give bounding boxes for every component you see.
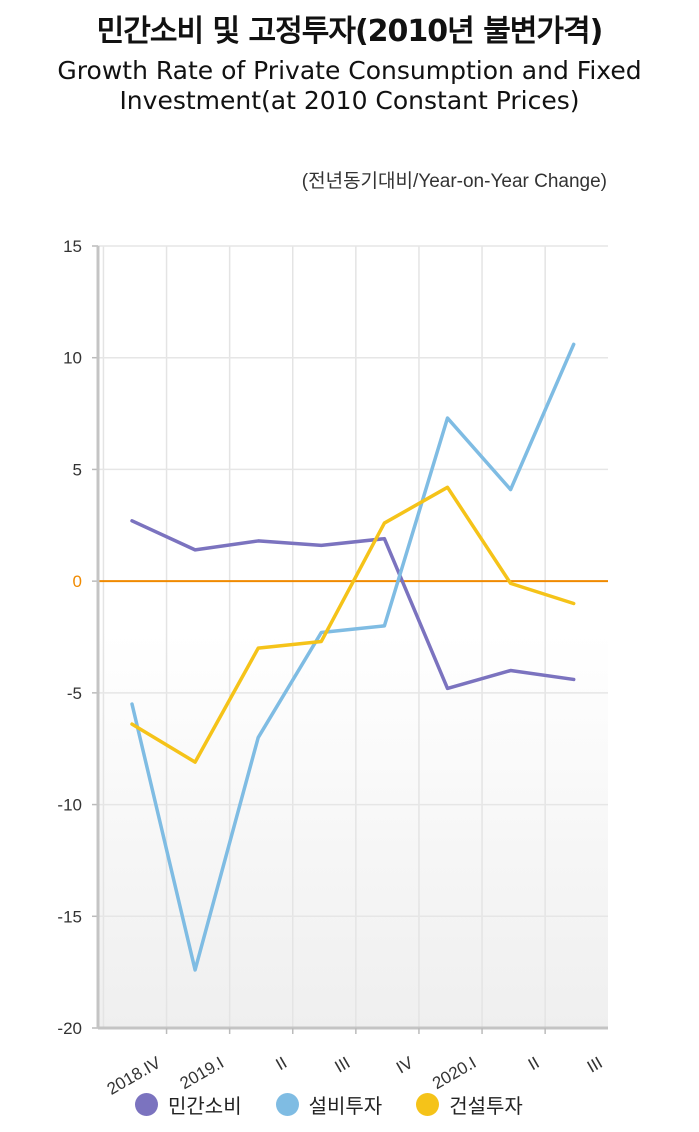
legend-item: 설비투자 bbox=[275, 1090, 383, 1119]
x-tick-label: II bbox=[525, 1053, 543, 1074]
series-line-건설투자 bbox=[130, 485, 576, 764]
y-tick-label: -10 bbox=[57, 796, 82, 815]
plot-background bbox=[98, 632, 608, 1028]
x-tick-label: III bbox=[584, 1053, 606, 1077]
legend-item: 건설투자 bbox=[416, 1090, 523, 1119]
chart-legend: 민간소비 설비투자 건설투자 bbox=[135, 1090, 557, 1119]
series-line-민간소비 bbox=[130, 519, 576, 691]
y-tick-label: -15 bbox=[57, 907, 82, 926]
y-tick-label: 10 bbox=[63, 349, 82, 368]
y-tick-label: 15 bbox=[63, 237, 82, 256]
series-lines bbox=[130, 342, 576, 972]
legend-label: 건설투자 bbox=[449, 1094, 523, 1118]
grid-lines bbox=[98, 245, 608, 1028]
x-tick-label: 2019.I bbox=[177, 1053, 227, 1093]
legend-item: 민간소비 bbox=[135, 1090, 242, 1119]
y-tick-label: 0 bbox=[73, 572, 82, 591]
x-tick-label: IV bbox=[393, 1053, 417, 1078]
legend-dot-icon bbox=[416, 1093, 440, 1116]
legend-label: 민간소비 bbox=[168, 1094, 242, 1118]
y-tick-label: -20 bbox=[57, 1019, 82, 1038]
legend-dot-icon bbox=[275, 1093, 299, 1116]
plot-shade bbox=[98, 632, 608, 1028]
x-tick-label: III bbox=[332, 1053, 354, 1077]
x-tick-label: 2020.I bbox=[429, 1053, 479, 1093]
y-tick-label: -5 bbox=[67, 684, 82, 703]
chart-title-english: Growth Rate of Private Consumption and F… bbox=[57, 56, 642, 115]
unit-note: (전년동기대비/Year-on-Year Change) bbox=[301, 171, 607, 192]
legend-dot-icon bbox=[135, 1093, 158, 1116]
legend-label: 설비투자 bbox=[308, 1094, 383, 1118]
y-tick-label: 5 bbox=[73, 460, 82, 479]
x-tick-label: II bbox=[273, 1053, 291, 1074]
series-line-설비투자 bbox=[130, 342, 576, 972]
chart-title-korean: 민간소비 및 고정투자(2010년 불변가격) bbox=[96, 14, 604, 49]
